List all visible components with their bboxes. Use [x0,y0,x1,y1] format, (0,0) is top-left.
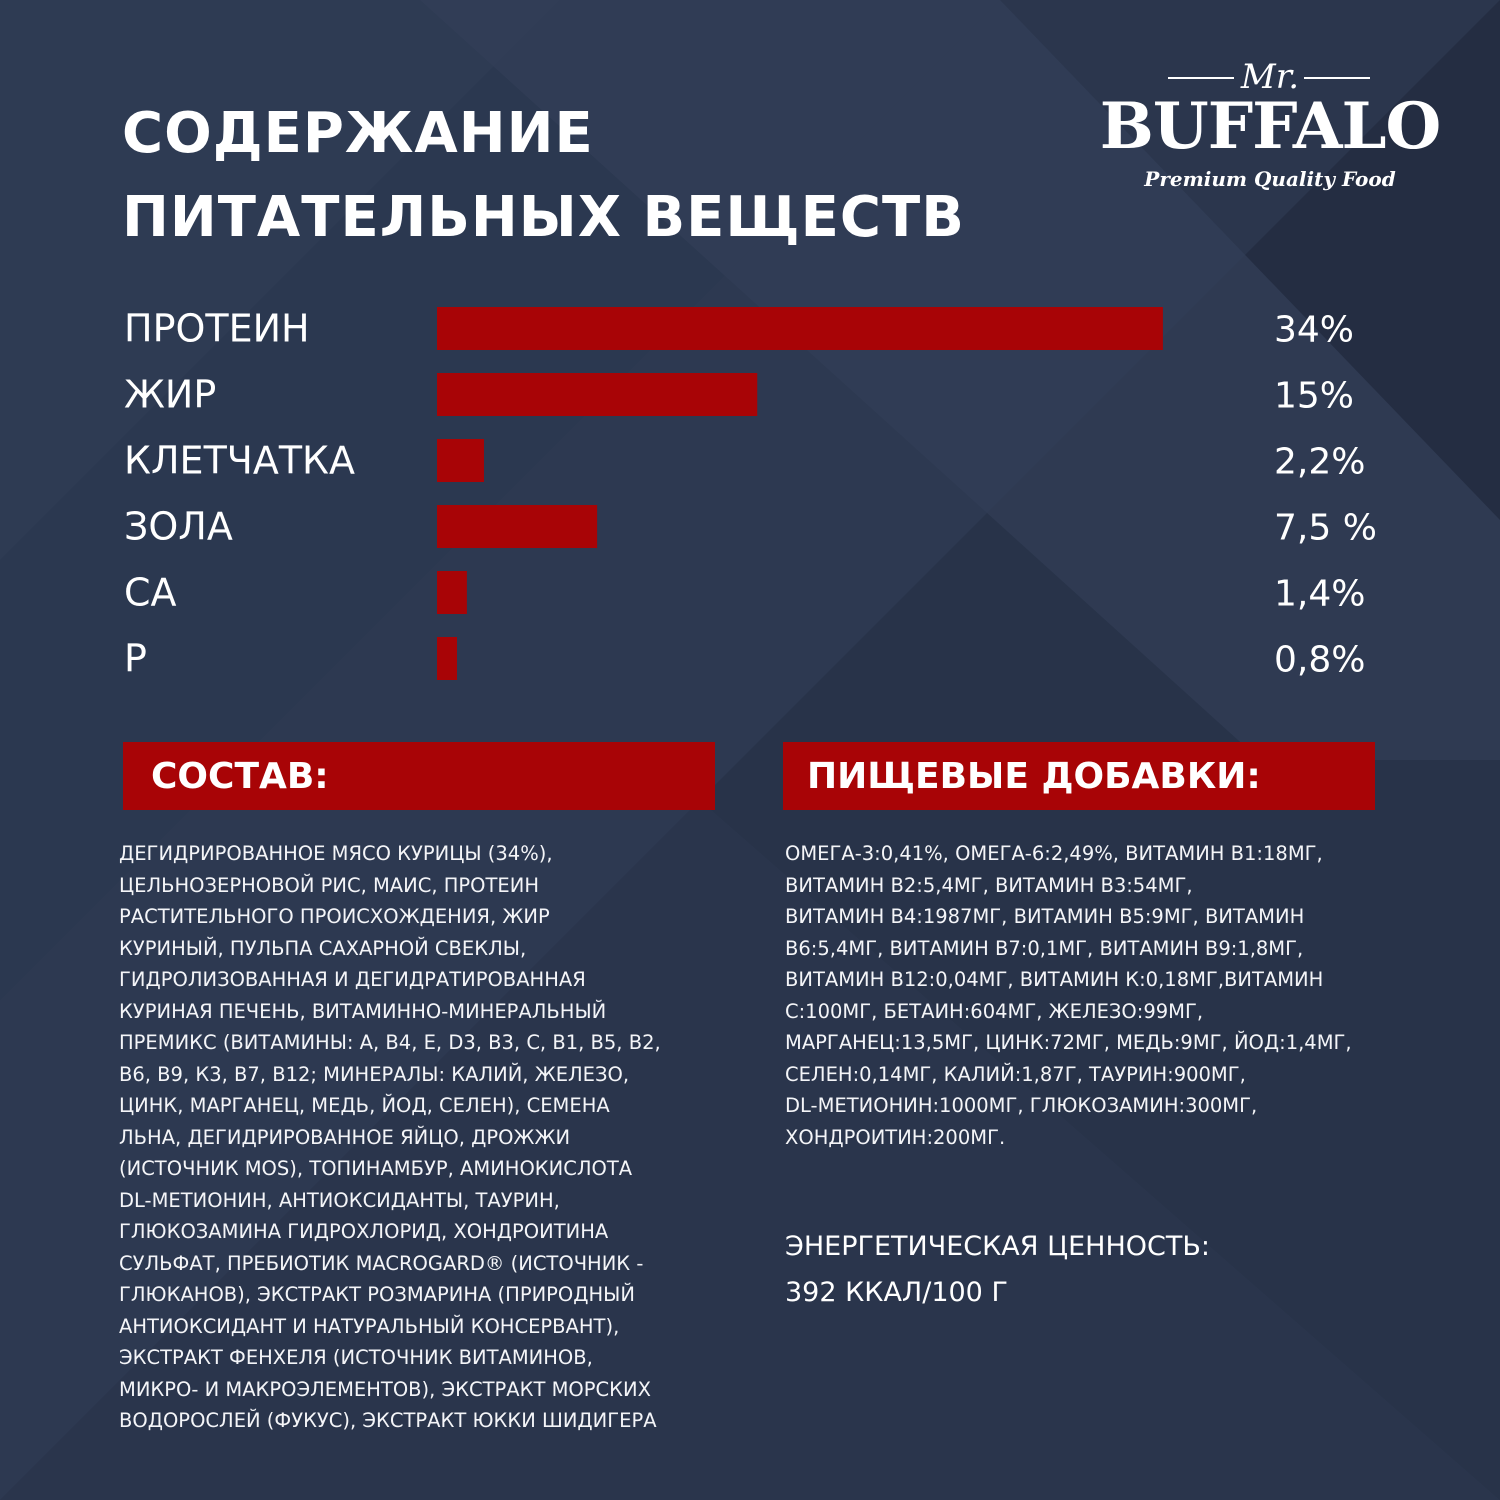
energy-value: 392 ККАЛ/100 Г [785,1277,1008,1308]
bar [437,373,758,416]
logo-rule-left [1168,77,1234,79]
composition-line: СУЛЬФАТ, ПРЕБИОТИК MACROGARD® (ИСТОЧНИК … [119,1251,644,1275]
composition-line: ЭКСТРАКТ ФЕНХЕЛЯ (ИСТОЧНИК ВИТАМИНОВ, [119,1346,593,1369]
category-label: ЗОЛА [124,505,233,549]
value-label: 2,2% [1274,442,1365,483]
additives-line: DL-МЕТИОНИН:1000МГ, ГЛЮКОЗАМИН:300МГ, [785,1094,1258,1117]
category-label: ПРОТЕИН [124,307,310,351]
bar [437,307,1163,350]
composition-line: МИКРО- И МАКРОЭЛЕМЕНТОВ), ЭКСТРАКТ МОРСК… [119,1377,651,1401]
title-line-1: СОДЕРЖАНИЕ [122,101,594,166]
value-label: 1,4% [1274,574,1365,615]
value-label: 34% [1274,310,1354,351]
composition-line: ЛЬНА, ДЕГИДРИРОВАННОЕ ЯЙЦО, ДРОЖЖИ [119,1125,571,1149]
composition-line: КУРИНЫЙ, ПУЛЬПА САХАРНОЙ СВЕКЛЫ, [119,936,527,960]
composition-line: ГЛЮКОЗАМИНА ГИДРОХЛОРИД, ХОНДРОИТИНА [119,1220,609,1243]
bar [437,637,457,680]
additives-line: С:100МГ, БЕТАИН:604МГ, ЖЕЛЕЗО:99МГ, [785,999,1204,1023]
logo-tagline: Premium Quality Food [1144,167,1396,191]
category-label: Р [124,637,147,681]
composition-line: ГЛЮКАНОВ), ЭКСТРАКТ РОЗМАРИНА (ПРИРОДНЫЙ [119,1283,635,1306]
brand-logo: Mr. BUFFALO Premium Quality Food [1090,55,1450,205]
energy-value-block: ЭНЕРГЕТИЧЕСКАЯ ЦЕННОСТЬ: 392 ККАЛ/100 Г [785,1224,1210,1316]
value-label: 15% [1274,376,1354,417]
energy-label: ЭНЕРГЕТИЧЕСКАЯ ЦЕННОСТЬ: [785,1231,1210,1262]
category-label: КЛЕТЧАТКА [124,439,355,483]
composition-line: В6, В9, К3, В7, В12; МИНЕРАЛЫ: КАЛИЙ, ЖЕ… [119,1062,630,1086]
logo-prefix: Mr. [1240,57,1300,97]
composition-line: ЦЕЛЬНОЗЕРНОВОЙ РИС, МАИС, ПРОТЕИН [119,873,539,897]
additives-text: ОМЕГА-3:0,41%, ОМЕГА-6:2,49%, ВИТАМИН В1… [785,838,1352,1153]
bar [437,505,598,548]
value-label: 0,8% [1274,640,1365,681]
additives-line: ВИТАМИН В12:0,04МГ, ВИТАМИН К:0,18МГ,ВИТ… [785,968,1324,991]
composition-line: КУРИНАЯ ПЕЧЕНЬ, ВИТАМИННО-МИНЕРАЛЬНЫЙ [119,999,607,1023]
composition-heading: СОСТАВ: [123,742,715,810]
composition-line: ГИДРОЛИЗОВАННАЯ И ДЕГИДРАТИРОВАННАЯ [119,968,586,991]
composition-line: ЦИНК, МАРГАНЕЦ, МЕДЬ, ЙОД, СЕЛЕН), СЕМЕН… [119,1094,610,1117]
composition-line: (ИСТОЧНИК MOS), ТОПИНАМБУР, АМИНОКИСЛОТА [119,1157,633,1180]
additives-line: В6:5,4МГ, ВИТАМИН В7:0,1МГ, ВИТАМИН В9:1… [785,936,1304,960]
composition-line: ПРЕМИКС (ВИТАМИНЫ: А, В4, Е, D3, В3, С, … [119,1031,661,1054]
composition-text: ДЕГИДРИРОВАННОЕ МЯСО КУРИЦЫ (34%), ЦЕЛЬН… [119,838,661,1437]
additives-line: МАРГАНЕЦ:13,5МГ, ЦИНК:72МГ, МЕДЬ:9МГ, ЙО… [785,1031,1352,1054]
additives-line: ХОНДРОИТИН:200МГ. [785,1125,1006,1149]
composition-line: ДЕГИДРИРОВАННОЕ МЯСО КУРИЦЫ (34%), [119,842,553,865]
bar [437,571,467,614]
composition-line: АНТИОКСИДАНТ И НАТУРАЛЬНЫЙ КОНСЕРВАНТ), [119,1314,620,1338]
composition-line: РАСТИТЕЛЬНОГО ПРОИСХОЖДЕНИЯ, ЖИР [119,905,550,928]
value-label: 7,5 % [1274,508,1377,549]
composition-line: DL-МЕТИОНИН, АНТИОКСИДАНТЫ, ТАУРИН, [119,1188,560,1212]
title-line-2: ПИТАТЕЛЬНЫХ ВЕЩЕСТВ [122,185,965,250]
additives-line: ВИТАМИН В4:1987МГ, ВИТАМИН В5:9МГ, ВИТАМ… [785,905,1305,928]
composition-line: ВОДОРОСЛЕЙ (ФУКУС), ЭКСТРАКТ ЮККИ ШИДИГЕ… [119,1409,657,1432]
nutrient-bar-chart: ПРОТЕИН 34% ЖИР 15% КЛЕТЧАТКА 2,2% ЗОЛА 7,5 % СА… [124,307,1377,681]
page-title: СОДЕРЖАНИЕ ПИТАТЕЛЬНЫХ ВЕЩЕСТВ [122,92,965,260]
additives-heading: ПИЩЕВЫЕ ДОБАВКИ: [783,742,1375,810]
additives-line: ВИТАМИН В2:5,4МГ, ВИТАМИН В3:54МГ, [785,873,1193,897]
additives-line: СЕЛЕН:0,14МГ, КАЛИЙ:1,87Г, ТАУРИН:900МГ, [785,1062,1246,1086]
logo-rule-right [1304,77,1370,79]
bar [437,439,484,482]
logo-brand-name: BUFFALO [1099,89,1441,164]
category-label: СА [124,571,177,615]
additives-line: ОМЕГА-3:0,41%, ОМЕГА-6:2,49%, ВИТАМИН В1… [785,842,1323,865]
category-label: ЖИР [124,373,216,417]
